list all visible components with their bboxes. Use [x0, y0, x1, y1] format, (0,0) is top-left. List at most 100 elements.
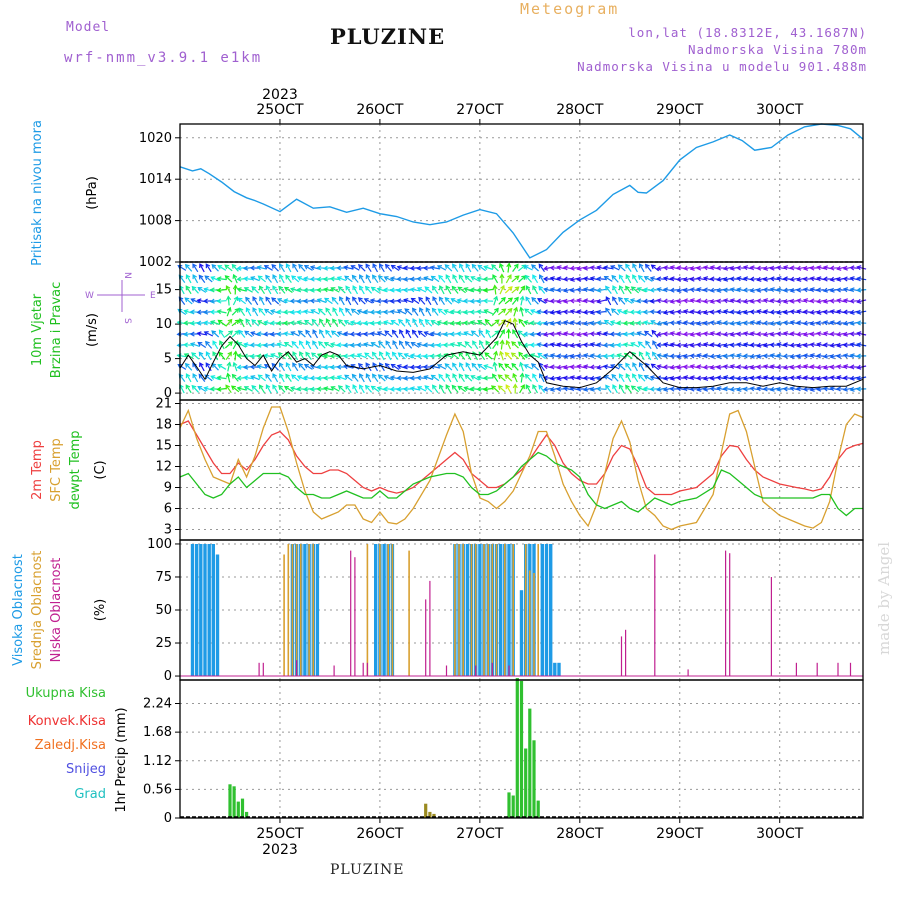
wind-arrow-head [269, 309, 276, 314]
wind-arrow [312, 340, 319, 350]
wind-arrow-head [205, 340, 210, 346]
wind-arrow-head [512, 317, 518, 323]
wind-arrow [272, 274, 279, 284]
wind-arrow-head [618, 274, 624, 280]
wind-arrow [391, 320, 400, 326]
wind-arrow [524, 308, 533, 316]
wind-arrow [470, 321, 480, 325]
ytick-label-temperature: 6 [164, 502, 172, 517]
wind-arrow [590, 376, 600, 380]
wind-arrow-head [576, 276, 582, 282]
wind-arrow-head [582, 364, 589, 370]
wind-arrow-head [636, 287, 642, 292]
wind-arrow-head [543, 331, 549, 337]
wind-arrow-head [556, 364, 562, 370]
wind-arrow [632, 362, 638, 372]
wind-arrow [564, 321, 574, 325]
wind-arrow [445, 373, 452, 383]
wind-arrow-head [476, 276, 482, 282]
wind-arrow-head [476, 298, 482, 304]
wind-arrow [438, 308, 446, 316]
wind-arrow-head [816, 276, 822, 282]
wind-arrow-head [296, 298, 302, 304]
wind-arrow-head [323, 364, 329, 370]
cloud-bar-3 [362, 662, 364, 676]
wind-arrow [823, 321, 833, 325]
wind-arrow [257, 320, 267, 326]
wind-arrow [252, 296, 259, 306]
wind-arrow-head [506, 262, 512, 268]
wind-arrow-head [836, 320, 842, 326]
wind-arrow [605, 385, 612, 393]
wind-arrow-head [359, 274, 364, 280]
wind-arrow-head [669, 276, 675, 282]
wind-arrow-head [829, 353, 835, 359]
wind-arrow [312, 329, 319, 339]
wind-arrow [538, 362, 545, 372]
wind-arrow [783, 288, 793, 292]
wind-arrow [298, 264, 306, 272]
wind-arrow-head [802, 331, 809, 337]
wind-arrow-head [236, 353, 242, 359]
wind-arrow [278, 352, 286, 360]
wind-arrow-head [263, 320, 269, 326]
wind-arrow-head [411, 329, 417, 335]
wind-arrow-head [542, 276, 548, 282]
wind-arrow-head [417, 330, 423, 336]
wind-arrow-head [494, 319, 500, 325]
wind-arrow-head [656, 386, 662, 392]
wind-arrow [319, 318, 325, 328]
wind-arrow-head [351, 274, 357, 280]
wind-arrow [690, 365, 700, 369]
wind-arrow [493, 296, 498, 306]
wind-arrow [783, 332, 793, 336]
wind-arrow [264, 265, 273, 271]
cloud-bar-2 [495, 544, 498, 677]
wind-arrow-head [463, 331, 469, 336]
wind-arrow [332, 318, 339, 328]
wind-arrow-head [476, 287, 482, 293]
wind-arrow-head [283, 341, 289, 347]
wind-arrow-head [296, 309, 302, 315]
wind-arrow-head [709, 287, 715, 293]
wind-arrow-head [756, 375, 762, 381]
wind-arrow-head [669, 353, 675, 359]
wind-arrow-head [352, 384, 357, 390]
wind-arrow [757, 343, 767, 347]
wind-arrow [385, 340, 392, 350]
wind-arrow-head [722, 331, 729, 337]
cloud-axis-title-1: Visoka Oblacnost [11, 554, 26, 666]
wind-arrow [417, 377, 427, 379]
wind-arrow-head [469, 309, 475, 315]
wind-arrow-head [702, 375, 709, 381]
wind-arrow-head [376, 287, 382, 292]
wind-arrow [511, 275, 520, 283]
wind-arrow-head [669, 309, 675, 315]
wind-arrow-head [297, 330, 303, 335]
wind-arrow-head [438, 296, 444, 302]
wind-arrow-head [205, 351, 211, 357]
wind-arrow [212, 351, 219, 361]
wind-arrow-head [523, 265, 529, 270]
wind-arrow [238, 330, 246, 338]
wind-arrow-head [524, 308, 530, 314]
wind-arrow-head [842, 287, 849, 293]
wind-arrow-head [199, 362, 204, 368]
wind-arrow-head [856, 265, 862, 271]
wind-arrow [544, 288, 554, 292]
wind-arrow-head [249, 353, 255, 359]
wind-arrow [511, 286, 520, 294]
wind-arrow-head [583, 320, 589, 326]
wind-arrow-head [396, 298, 402, 304]
wind-arrow [291, 341, 299, 349]
wind-arrow-head [263, 364, 269, 369]
wind-arrow-head [337, 318, 343, 324]
wind-arrow-head [258, 307, 264, 313]
wind-arrow [265, 285, 272, 295]
wind-arrow [439, 296, 445, 306]
wind-arrow [445, 384, 452, 394]
cloud-bar-2 [491, 544, 494, 677]
model-label: Model [66, 20, 111, 35]
wind-arrow-head [802, 298, 809, 304]
wind-arrow-head [456, 320, 462, 326]
